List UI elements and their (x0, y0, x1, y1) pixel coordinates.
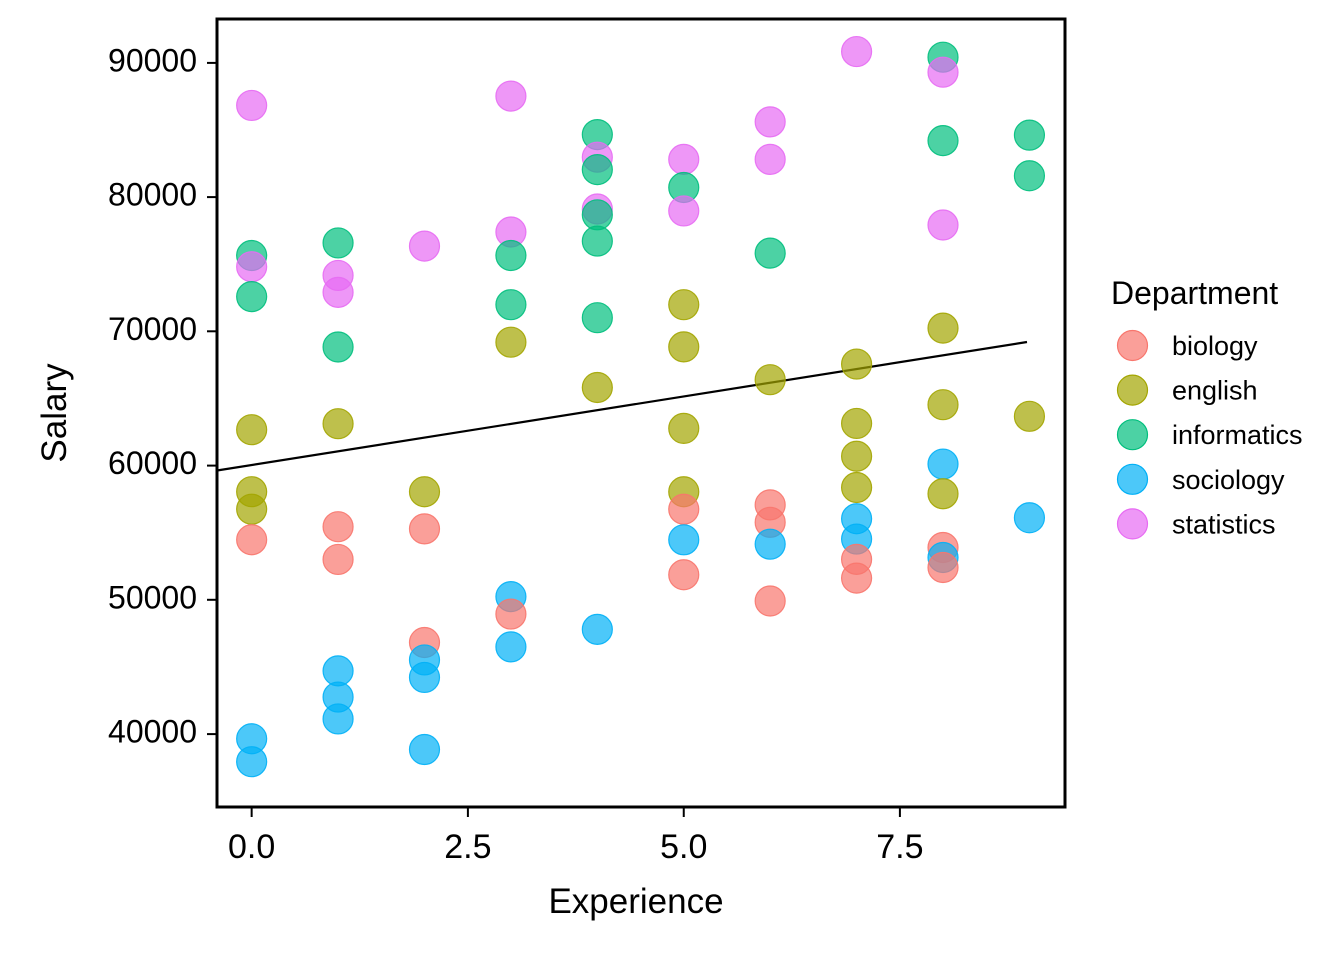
svg-text:7.5: 7.5 (876, 828, 923, 866)
svg-text:english: english (1172, 376, 1258, 406)
svg-text:60000: 60000 (108, 445, 197, 481)
svg-text:70000: 70000 (108, 311, 197, 347)
svg-text:statistics: statistics (1172, 509, 1276, 539)
svg-text:90000: 90000 (108, 43, 197, 79)
svg-text:Experience: Experience (548, 882, 723, 921)
svg-text:sociology: sociology (1172, 465, 1285, 495)
svg-text:Department: Department (1111, 275, 1278, 311)
svg-text:50000: 50000 (108, 579, 197, 615)
svg-text:40000: 40000 (108, 714, 197, 750)
svg-text:80000: 80000 (108, 177, 197, 213)
svg-text:5.0: 5.0 (660, 828, 707, 866)
svg-text:Salary: Salary (35, 363, 74, 463)
svg-text:2.5: 2.5 (444, 828, 491, 866)
svg-text:0.0: 0.0 (228, 828, 275, 866)
svg-text:informatics: informatics (1172, 420, 1303, 450)
svg-text:biology: biology (1172, 331, 1258, 361)
